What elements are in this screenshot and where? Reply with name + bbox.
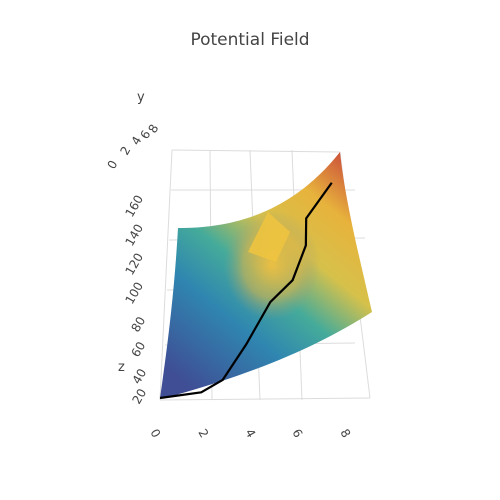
y-tick-0: 0	[104, 158, 120, 172]
z-tick-120: 120	[122, 251, 146, 278]
surface-bump	[224, 210, 320, 320]
x-tick-4: 8	[337, 427, 353, 441]
z-tick-40: 40	[129, 366, 149, 386]
x-ticks: 0 2 4 6 8	[147, 427, 353, 441]
z-axis-label: z	[118, 360, 125, 375]
path-series	[159, 182, 333, 400]
x-tick-3: 6	[289, 427, 305, 441]
surface-bump-peak	[248, 212, 290, 262]
z-tick-140: 140	[122, 222, 146, 249]
z-tick-60: 60	[128, 339, 148, 359]
z-tick-80: 80	[128, 314, 148, 334]
y-axis-label: y	[137, 90, 145, 105]
x-tick-0: 0	[147, 427, 163, 441]
y-tick-2: 2	[117, 144, 133, 158]
path-line	[159, 182, 333, 400]
y-ticks: 0 2 4 6 8	[104, 122, 161, 172]
surface	[160, 152, 372, 398]
z-tick-20: 20	[129, 386, 149, 406]
chart-title: Potential Field	[190, 30, 309, 50]
z-tick-100: 100	[122, 280, 146, 307]
x-tick-1: 2	[195, 427, 211, 441]
z-ticks: 20 40 60 80 100 120 140 160	[122, 193, 149, 407]
z-tick-160: 160	[122, 193, 146, 220]
x-tick-2: 4	[242, 427, 258, 441]
